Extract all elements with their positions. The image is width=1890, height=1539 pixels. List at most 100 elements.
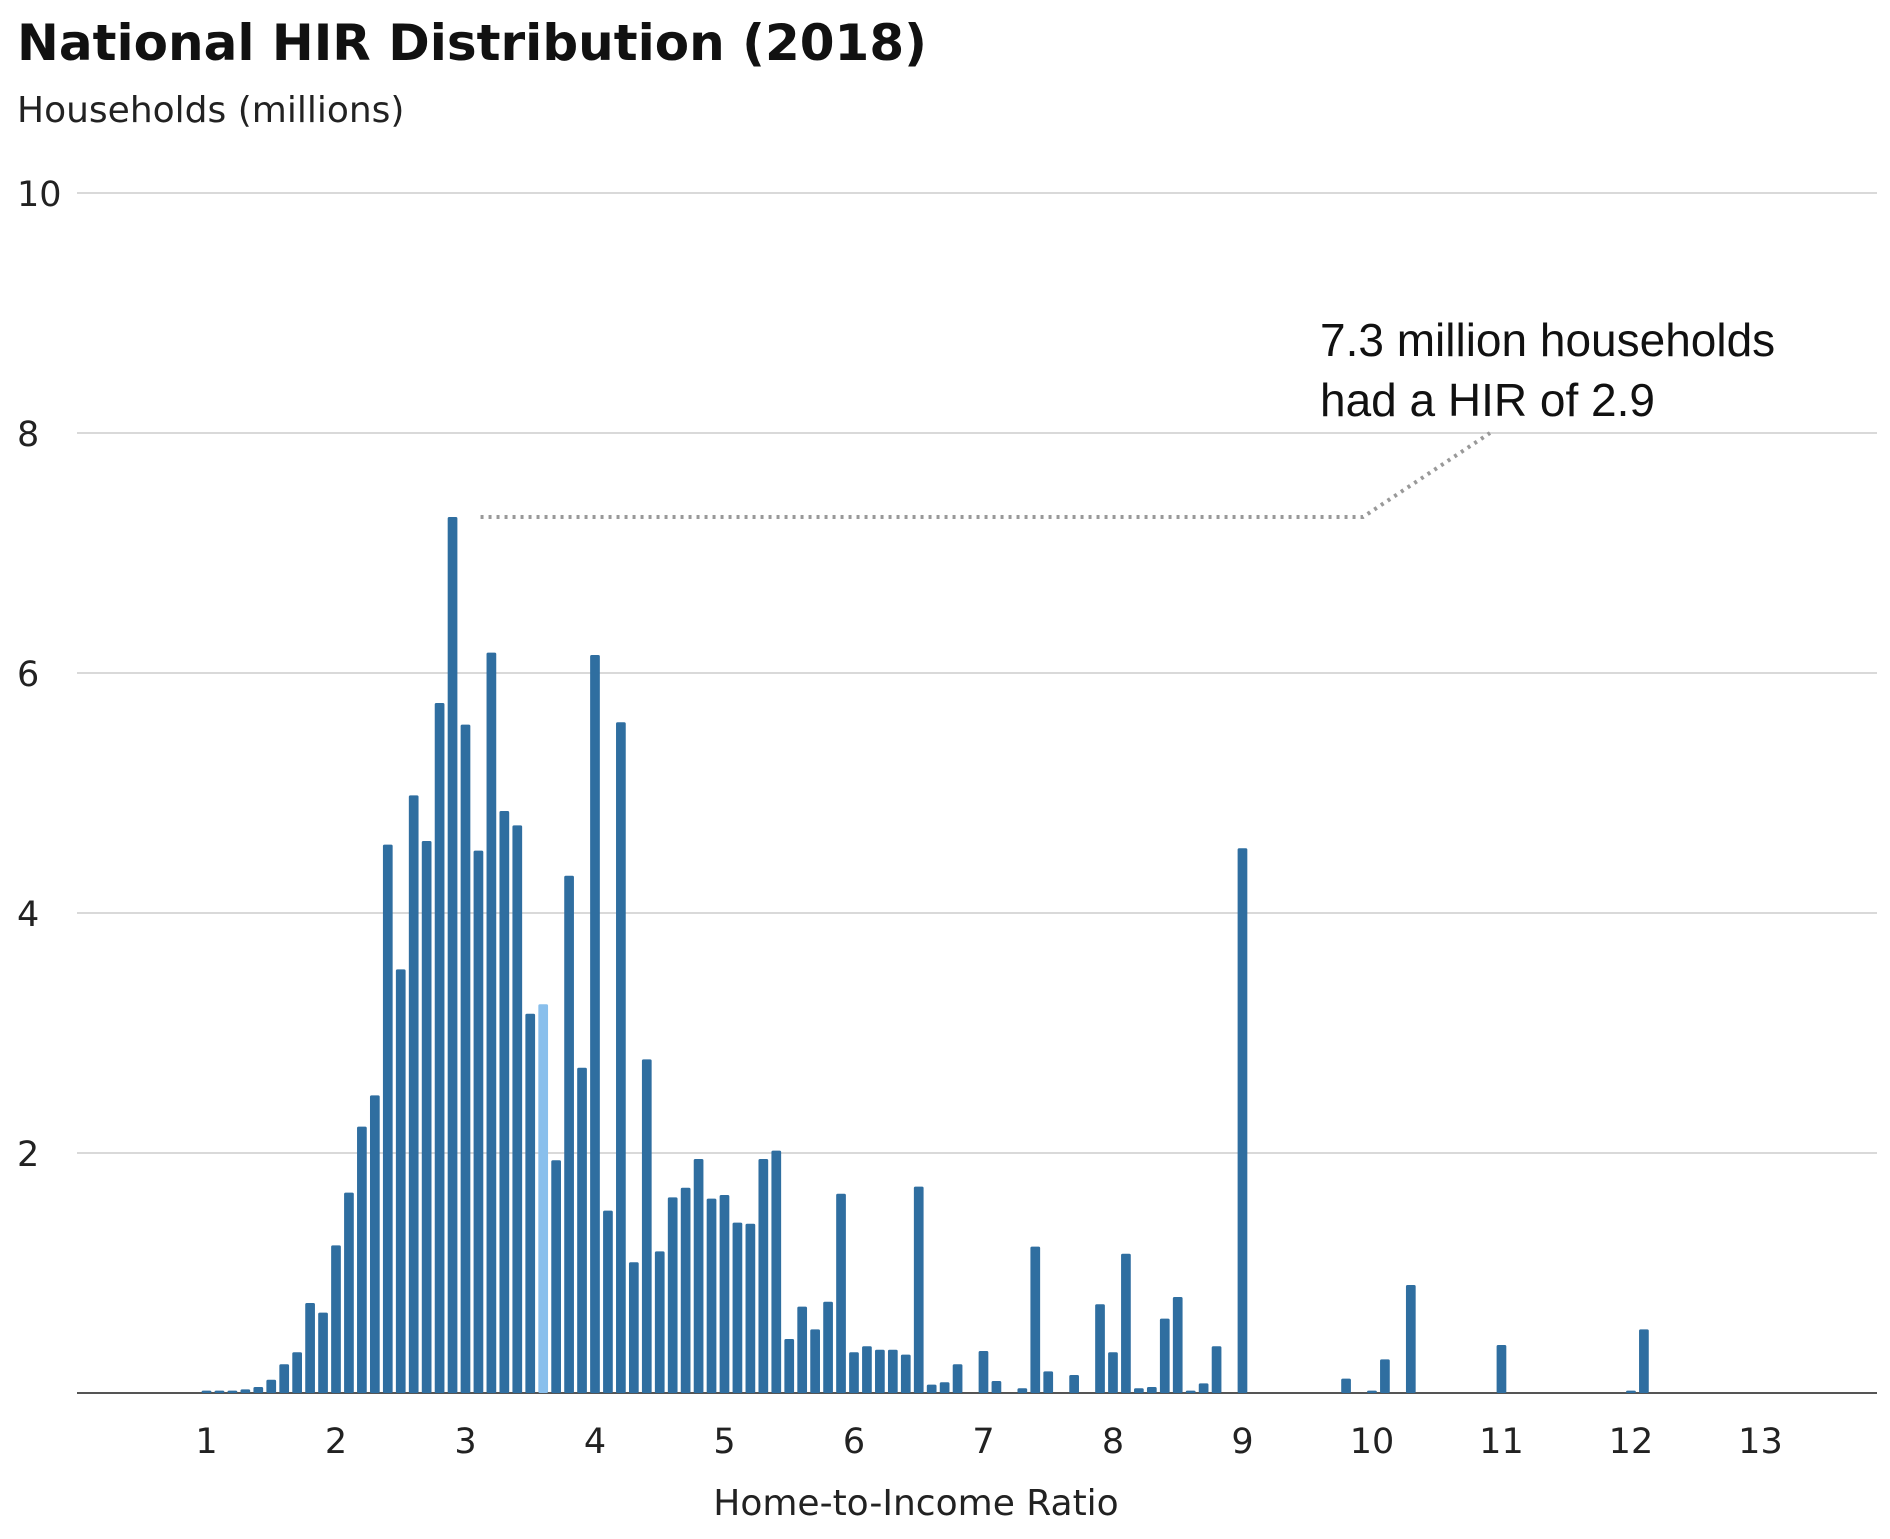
bar	[823, 1301, 833, 1393]
bar	[1211, 1346, 1222, 1393]
bar	[473, 850, 484, 1393]
bar	[1146, 1387, 1157, 1393]
x-tick-label: 7	[972, 1422, 994, 1462]
bar	[253, 1387, 264, 1393]
x-axis-label: Home-to-Income Ratio	[713, 1483, 1118, 1524]
y-tick-label: 6	[17, 655, 39, 695]
bar	[991, 1381, 1002, 1393]
x-tick-label: 3	[454, 1422, 476, 1462]
bar	[1159, 1318, 1170, 1393]
bar	[603, 1210, 613, 1393]
bar	[1030, 1246, 1041, 1393]
bar	[201, 1390, 212, 1393]
bar	[887, 1349, 898, 1393]
bar	[616, 722, 626, 1393]
bar	[900, 1354, 911, 1393]
bar	[1121, 1253, 1131, 1393]
bar	[525, 1013, 536, 1393]
bar	[939, 1382, 950, 1393]
bar	[486, 652, 497, 1393]
bar	[434, 703, 445, 1393]
bar	[1172, 1297, 1183, 1393]
bar	[538, 1004, 549, 1393]
bar	[719, 1195, 730, 1393]
bar	[641, 1059, 652, 1393]
bar	[1095, 1304, 1105, 1393]
bar	[331, 1245, 341, 1393]
bar	[577, 1067, 587, 1393]
bar	[551, 1160, 561, 1393]
x-tick-label: 2	[325, 1422, 347, 1462]
x-tick-label: 1	[195, 1422, 217, 1462]
bar	[227, 1390, 238, 1393]
bar	[305, 1303, 315, 1393]
x-tick-labels: 1 2 3 4 5 6 7 8 9 10 11 12 13	[195, 1422, 1782, 1462]
bar	[1639, 1329, 1649, 1393]
bar	[1043, 1371, 1054, 1393]
bar	[654, 1251, 665, 1393]
bar	[1367, 1390, 1377, 1393]
bar	[1108, 1352, 1118, 1393]
x-tick-label: 12	[1609, 1422, 1654, 1462]
y-tick-label: 4	[17, 895, 39, 935]
x-tick-label: 9	[1231, 1422, 1253, 1462]
bar	[862, 1346, 872, 1393]
bar	[214, 1390, 225, 1393]
chart-subtitle: Households (millions)	[17, 90, 404, 131]
bar	[952, 1364, 963, 1393]
x-tick-label: 8	[1102, 1422, 1124, 1462]
bar	[628, 1262, 639, 1393]
bar	[693, 1159, 704, 1393]
bar	[344, 1192, 354, 1393]
bar	[1341, 1378, 1351, 1393]
bar	[875, 1349, 885, 1393]
bar	[266, 1379, 277, 1393]
bar	[732, 1222, 743, 1393]
chart-title: National HIR Distribution (2018)	[17, 14, 927, 72]
bar	[1134, 1388, 1144, 1393]
x-tick-label: 10	[1350, 1422, 1395, 1462]
bar	[447, 517, 458, 1393]
y-tick-labels: 10 8 6 4 2	[17, 175, 62, 1175]
bar	[1185, 1390, 1196, 1393]
bar	[706, 1198, 717, 1393]
annotation-line-2: had a HIR of 2.9	[1320, 374, 1655, 426]
bar	[1380, 1359, 1390, 1393]
bar	[369, 1095, 380, 1393]
bar	[279, 1364, 290, 1393]
x-tick-label: 6	[843, 1422, 865, 1462]
bar	[745, 1223, 756, 1393]
bar	[1405, 1285, 1416, 1393]
annotation-line-1: 7.3 million households	[1320, 314, 1775, 366]
x-tick-label: 4	[584, 1422, 606, 1462]
x-tick-label: 11	[1479, 1422, 1524, 1462]
bar	[1069, 1375, 1079, 1393]
bar	[758, 1159, 769, 1393]
bar	[408, 795, 419, 1393]
y-tick-label: 2	[17, 1135, 39, 1175]
y-tick-label: 8	[17, 415, 39, 455]
bar	[460, 724, 471, 1393]
bar	[810, 1329, 820, 1393]
bar	[1198, 1383, 1209, 1393]
bar	[512, 825, 523, 1393]
bar	[395, 969, 406, 1393]
bar	[797, 1306, 808, 1393]
bars	[201, 517, 1649, 1393]
y-tick-label: 10	[17, 175, 62, 215]
x-tick-label: 5	[713, 1422, 735, 1462]
bar	[357, 1126, 367, 1393]
bar	[680, 1187, 691, 1393]
bar	[421, 841, 432, 1393]
bar	[382, 844, 393, 1393]
bar	[667, 1197, 678, 1393]
bar	[1017, 1388, 1028, 1393]
bar	[771, 1150, 782, 1393]
annotation-leader-line	[480, 431, 1492, 519]
bar	[926, 1384, 937, 1393]
bar	[836, 1193, 846, 1393]
bar	[1237, 848, 1248, 1393]
bar	[1626, 1390, 1636, 1393]
bar	[849, 1352, 859, 1393]
